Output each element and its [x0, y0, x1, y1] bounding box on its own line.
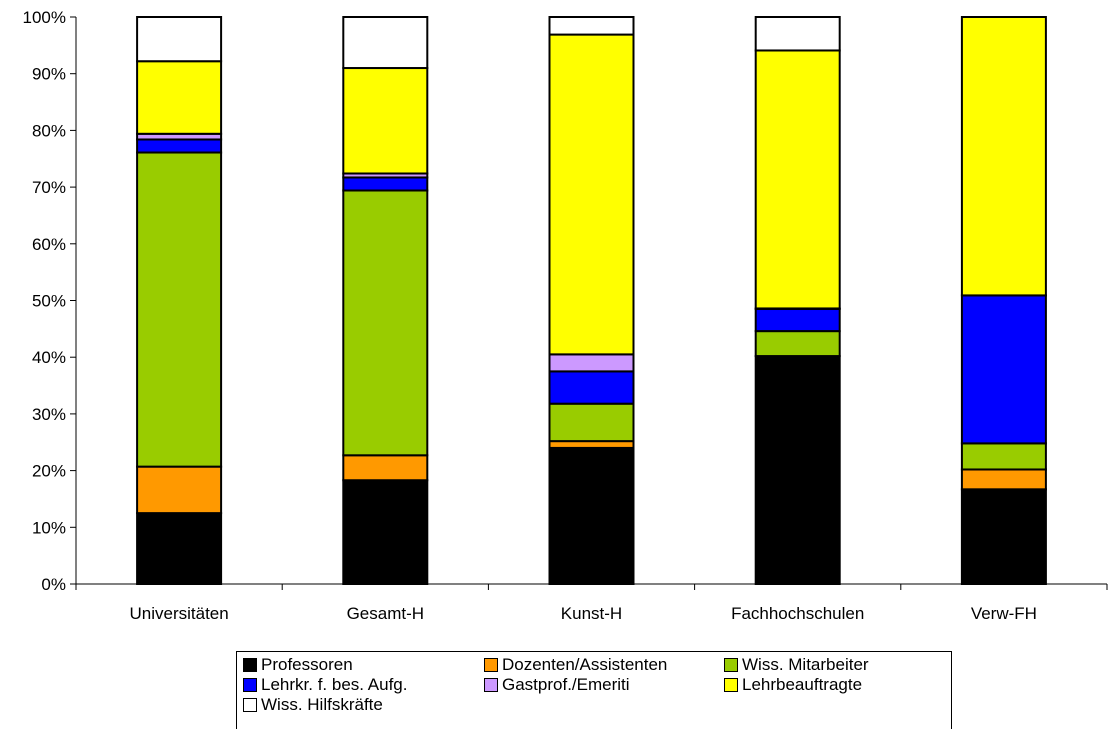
bar-segment [960, 16, 1047, 297]
axis-lines [75, 17, 1107, 585]
legend-item: Wiss. Mitarbeiter [724, 655, 954, 675]
bar-segment [342, 176, 429, 192]
x-category-label: Fachhochschulen [731, 604, 864, 623]
legend-label: Professoren [261, 655, 353, 674]
x-category-label: Gesamt-H [347, 604, 424, 623]
legend-label: Wiss. Hilfskräfte [261, 695, 383, 714]
x-axis: Universitäten Gesamt-H Kunst-H Fachhochschu… [75, 584, 1108, 623]
y-tick-label: 70% [32, 178, 66, 197]
x-category-label: Verw-FH [971, 604, 1037, 623]
legend-swatch [243, 678, 257, 692]
legend-swatch [724, 678, 738, 692]
y-tick-label: 30% [32, 405, 66, 424]
legend-label: Wiss. Mitarbeiter [742, 655, 869, 674]
bar-segment [548, 353, 635, 373]
bar-segment [136, 512, 223, 585]
bar-segment [342, 189, 429, 457]
bar-segment [136, 16, 223, 63]
x-category-label: Universitäten [129, 604, 228, 623]
legend-swatch [484, 678, 498, 692]
bar-segment [754, 16, 841, 52]
y-tick-label: 0% [41, 575, 66, 594]
legend-entries: Professoren Dozenten/Assistenten Wiss. Mit… [243, 655, 951, 715]
legend-swatch [243, 658, 257, 672]
y-axis: 0% 10% 20% 30% 40% 50% 60% 70% 80% 90% 100% [23, 8, 76, 594]
y-tick-label: 50% [32, 292, 66, 311]
legend-label: Gastprof./Emeriti [502, 675, 630, 694]
bar-segment [136, 60, 223, 135]
y-tick-label: 90% [32, 65, 66, 84]
legend-swatch [484, 658, 498, 672]
bar-segment [754, 49, 841, 310]
legend-item: Wiss. Hilfskräfte [243, 695, 484, 715]
legend-item: Lehrkr. f. bes. Aufg. [243, 675, 484, 695]
stacked-bar-chart: 0% 10% 20% 30% 40% 50% 60% 70% 80% 90% 100% Univer… [23, 8, 1108, 623]
bar-segment [342, 479, 429, 586]
bar-segment [960, 294, 1047, 445]
y-tick-label: 100% [23, 8, 66, 27]
bar-segment [342, 454, 429, 482]
bar-segment [548, 402, 635, 443]
legend-swatch [724, 658, 738, 672]
bar-segment [136, 138, 223, 154]
bar-segment [960, 442, 1047, 471]
bar-segment [754, 308, 841, 333]
legend-item: Professoren [243, 655, 484, 675]
bar-segment [548, 440, 635, 449]
bar-segment [136, 151, 223, 468]
bar-segment [754, 330, 841, 358]
bar-segment [960, 468, 1047, 491]
y-tick-label: 60% [32, 235, 66, 254]
bar-segment [548, 16, 635, 36]
bar-segment [342, 67, 429, 175]
y-tick-label: 20% [32, 462, 66, 481]
legend-item: Gastprof./Emeriti [484, 675, 724, 695]
y-tick-label: 80% [32, 121, 66, 140]
legend-item: Dozenten/Assistenten [484, 655, 724, 675]
bars [136, 16, 1047, 586]
bar-segment [960, 488, 1047, 586]
legend-label: Lehrbeauftragte [742, 675, 863, 694]
x-category-label: Kunst-H [561, 604, 622, 623]
bar-segment [548, 33, 635, 356]
legend: Professoren Dozenten/Assistenten Wiss. Mit… [236, 651, 952, 729]
legend-swatch [243, 698, 257, 712]
bar-segment [342, 16, 429, 70]
bar-segment [548, 370, 635, 405]
bar-segment [136, 465, 223, 515]
bar-segment [548, 446, 635, 586]
legend-label: Lehrkr. f. bes. Aufg. [261, 675, 408, 694]
legend-item: Lehrbeauftragte [724, 675, 954, 695]
bar-segment [754, 355, 841, 586]
legend-label: Dozenten/Assistenten [502, 655, 668, 674]
y-tick-label: 40% [32, 348, 66, 367]
y-tick-label: 10% [32, 518, 66, 537]
